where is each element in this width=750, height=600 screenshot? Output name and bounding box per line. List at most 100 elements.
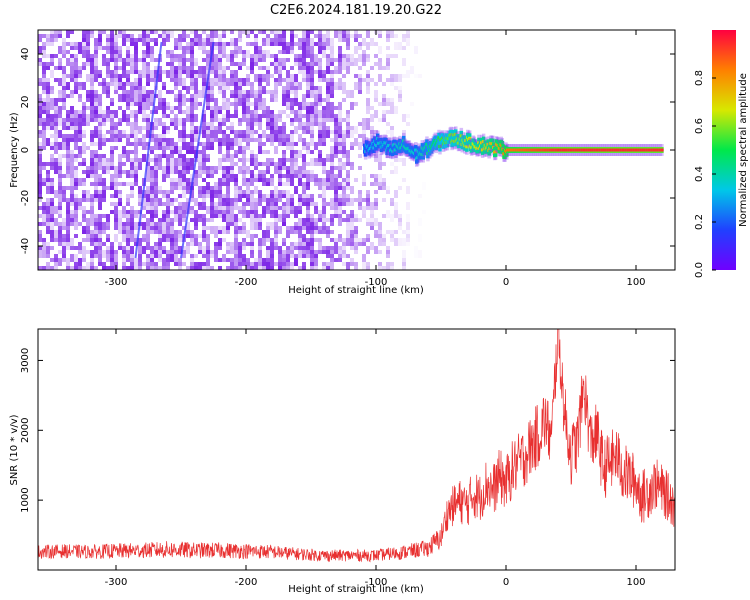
spectrogram-cell [322,206,326,214]
spectrogram-cell [310,234,314,238]
spectrogram-cell [334,182,338,186]
spectrogram-cell [98,82,102,86]
spectrogram-cell [70,194,74,202]
spectrogram-cell [86,94,90,102]
carrier-core [565,148,569,152]
spectrogram-cell [86,58,90,62]
spectrogram-cell [54,190,58,198]
spectrogram-cell [266,230,270,238]
spectrogram-cell [118,106,122,110]
spectrogram-cell [370,66,374,70]
spectrogram-cell [314,266,318,270]
carrier-core [384,141,388,145]
spectrogram-cell [46,102,50,110]
spectrogram-cell [158,70,162,74]
spectrogram-cell [342,146,346,154]
spectrogram-cell [246,102,250,106]
spectrogram-cell [370,130,374,134]
spectrogram-cell [66,58,70,66]
spectrogram-cell [258,90,262,98]
spectrogram-cell [330,54,334,62]
spectrogram-cell [118,226,122,234]
spectrogram-cell [62,154,66,158]
spectrogram-cell [238,218,242,222]
spectrogram-cell [178,178,182,186]
spectrogram-cell [378,222,382,230]
spectrogram-cell [166,266,170,270]
spectrogram-cell [154,110,158,114]
spectrogram-cell [246,30,250,34]
spectrogram-cell [154,190,158,198]
spectrogram-cell [90,214,94,218]
spectrogram-cell [94,198,98,202]
spectrogram-cell [306,50,310,58]
spectrogram-cell [214,46,218,50]
spectrogram-cell [362,198,366,202]
spectrogram-cell [354,102,358,106]
spectrogram-cell [114,70,118,74]
spectrogram-cell [130,162,134,166]
spectrogram-cell [186,58,190,62]
spectrogram-cell [126,230,130,238]
spectrogram-cell [42,78,46,82]
spectrogram-cell [170,66,174,74]
spectrogram-cell [122,146,126,154]
spectrogram-cell [374,246,378,254]
spectrogram-cell [94,174,98,182]
spectrogram-cell [390,98,394,102]
spectrogram-cell [154,186,158,190]
spectrogram-cell [194,114,198,122]
spectrogram-cell [242,150,246,154]
spectrogram-cell [142,206,146,210]
spectrogram-cell [206,86,210,90]
spectrogram-cell [138,158,142,162]
spectrogram-cell [218,70,222,74]
spectrogram-cell [302,62,306,70]
spectrogram-cell [218,46,222,54]
spectrogram-cell [246,98,250,102]
spectrogram-cell [350,166,354,170]
spectrogram-cell [158,190,162,194]
spectrogram-cell [318,138,322,146]
spectrogram-cell [122,258,126,262]
spectrogram-cell [134,142,138,150]
spectrogram-cell [258,46,262,50]
spectrogram-cell [370,38,374,46]
spectrogram-cell [138,78,142,86]
spectrogram-cell [182,30,186,38]
spectrogram-cell [350,222,354,230]
spectrogram-cell [242,202,246,206]
spectrogram-cell [262,50,266,54]
carrier-core [441,136,445,140]
spectrogram-cell [162,222,166,230]
spectrogram-cell [166,114,170,118]
spectrogram-cell [46,242,50,246]
spectrogram-cell [42,110,46,114]
spectrogram-cell [246,34,250,38]
spectrogram-cell [326,90,330,94]
spectrogram-cell [366,218,370,226]
spectrogram-cell [242,178,246,186]
spectrogram-cell [342,134,346,138]
spectrogram-cell [142,58,146,62]
spectrogram-cell [178,258,182,266]
spectrogram-cell [70,238,74,242]
spectrogram-cell [106,222,110,226]
spectrogram-cell [346,122,350,126]
spectrogram-cell [50,182,54,186]
spectrogram-cell [358,238,362,246]
spectrogram-cell [170,138,174,146]
spectrogram-cell [90,34,94,38]
spectrogram-cell [226,142,230,150]
spectrogram-cell [258,226,262,230]
spectrogram-cell [86,250,90,254]
spectrogram-cell [198,218,202,222]
spectrogram-cell [298,46,302,50]
spectrogram-cell [58,166,62,170]
spectrogram-cell [250,30,254,34]
spectrogram-cell [46,186,50,194]
spectrogram-cell [350,126,354,130]
spectrogram-cell [306,142,310,146]
spectrogram-cell [218,62,222,66]
spectrogram-cell [138,266,142,270]
